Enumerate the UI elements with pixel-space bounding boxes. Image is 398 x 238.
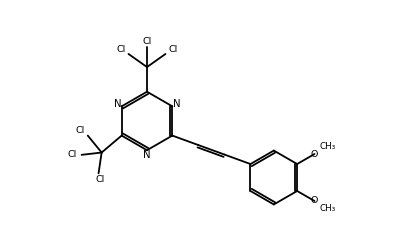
- Text: O: O: [311, 197, 318, 205]
- Text: Cl: Cl: [68, 149, 77, 159]
- Text: N: N: [143, 150, 151, 160]
- Text: Cl: Cl: [76, 126, 85, 135]
- Text: CH₃: CH₃: [320, 204, 336, 213]
- Text: N: N: [172, 99, 180, 109]
- Text: Cl: Cl: [168, 45, 178, 54]
- Text: CH₃: CH₃: [320, 142, 336, 151]
- Text: Cl: Cl: [142, 37, 152, 46]
- Text: N: N: [114, 99, 121, 109]
- Text: O: O: [311, 149, 318, 159]
- Text: Cl: Cl: [116, 45, 125, 54]
- Text: Cl: Cl: [96, 175, 105, 184]
